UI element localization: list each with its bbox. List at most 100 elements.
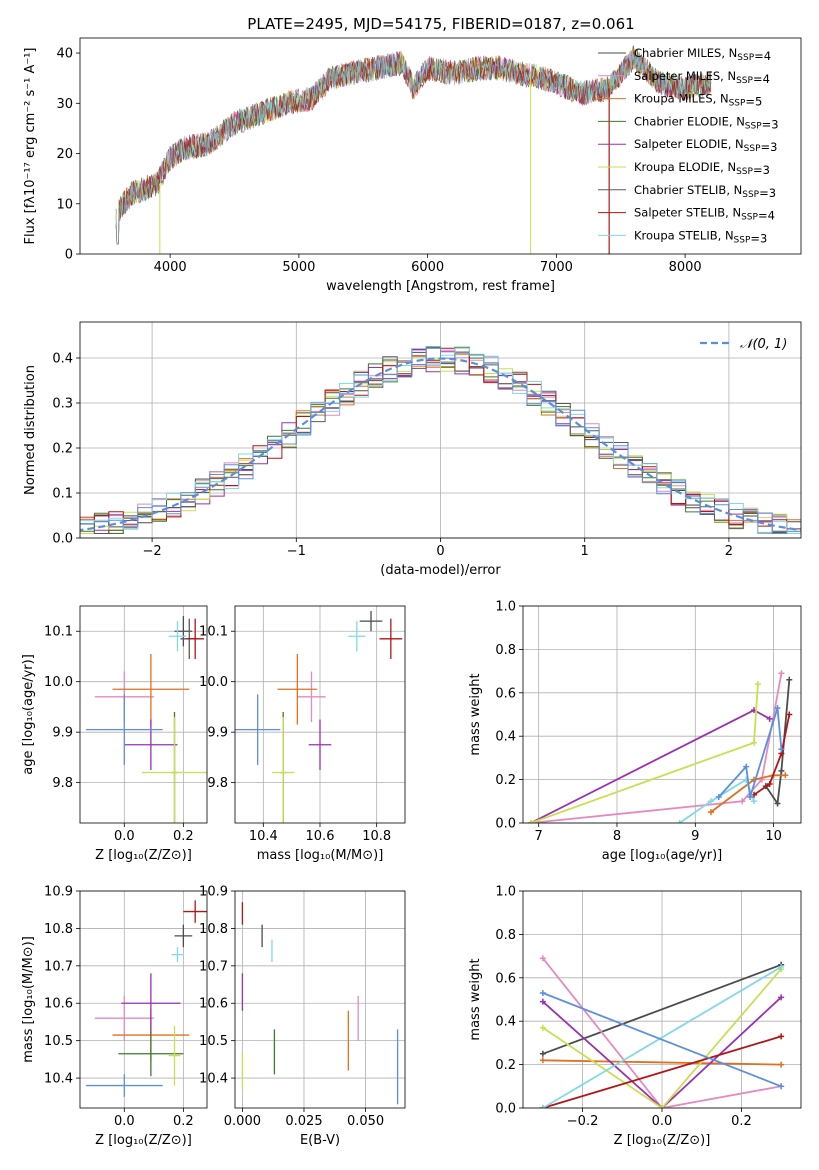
massweight-series [530, 673, 783, 823]
x-tick-label: 0.0 [652, 1114, 673, 1129]
y-tick-label: 10.1 [44, 625, 73, 640]
errorbar-point [85, 694, 163, 765]
legend-label: 𝒩(0, 1) [740, 337, 787, 352]
x-tick-label: 7 [535, 829, 543, 844]
y-tick-label: 10.5 [44, 1034, 73, 1049]
y-tick-label: 0.1 [52, 487, 73, 502]
plus-marker [778, 1033, 785, 1040]
y-tick-label: 10.0 [44, 675, 73, 690]
plot-area-residuals [80, 346, 801, 534]
y-tick-label: 10.9 [44, 885, 73, 900]
y-tick-label: 30 [56, 97, 73, 112]
y-tick-label: 10.7 [44, 959, 73, 974]
errorbar-point [308, 719, 332, 771]
legend-label: Chabrier STELIB, NSSP=3 [634, 183, 776, 200]
plus-marker [539, 989, 546, 996]
y-axis-label: mass [log₁₀(M/M⊙)] [21, 936, 36, 1063]
spectrum-series-line [115, 51, 712, 245]
axes-spectrum: 4000 5000 6000 7000 8000 0 10 20 30 40 wavelength … [23, 37, 802, 294]
plus-marker [774, 800, 781, 807]
y-tick-label: 10.7 [199, 959, 228, 974]
errorbar-point [277, 653, 318, 725]
errorbar-point [174, 924, 193, 948]
y-tick-label: 10.8 [199, 922, 228, 937]
x-tick-label: 2 [725, 544, 733, 559]
legend-label: Kroupa ELODIE, NSSP=3 [634, 160, 770, 177]
y-tick-label: 0.0 [495, 1102, 516, 1117]
plus-marker [754, 681, 761, 688]
plus-marker [539, 998, 546, 1005]
y-tick-label: 0.2 [52, 442, 73, 457]
plus-marker [539, 1057, 546, 1064]
y-tick-label: 0.3 [52, 397, 73, 412]
y-tick-label: 0.4 [52, 352, 73, 367]
massweight-series [542, 992, 782, 1088]
y-tick-label: 10.4 [199, 1072, 228, 1087]
axes-frame [79, 605, 208, 824]
errorbar-point [186, 618, 205, 659]
y-axis-label: Normed distribution [23, 365, 38, 495]
plus-marker [751, 739, 758, 746]
legend-label: Kroupa STELIB, NSSP=3 [634, 228, 767, 245]
plus-marker [539, 955, 546, 962]
axes-massweight_vs_Z: −0.2 0.0 0.2 0.0 0.2 0.4 0.6 0.8 1.0 Z [log₁₀(Z/Z… [468, 885, 802, 1148]
errorbar-point [171, 947, 184, 963]
x-tick-label: 0.0 [114, 829, 135, 844]
x-axis-label: age [log₁₀(age/yr)] [602, 848, 723, 863]
plus-marker [739, 798, 746, 805]
plus-marker [527, 820, 534, 823]
y-tick-label: 10.5 [199, 1034, 228, 1049]
x-tick-label: 5000 [282, 260, 315, 275]
x-tick-label: 0.2 [173, 1114, 194, 1129]
y-tick-label: 0.2 [495, 773, 516, 788]
axes-age_vs_Z: 0.0 0.2 9.8 9.9 10.0 10.1 Z [log₁₀(Z/Z⊙)] age [… [21, 605, 208, 863]
axes-mass_vs_ebv: 0.000 0.025 0.050 10.4 10.5 10.6 10.7 10.8 10.9 E… [199, 885, 406, 1148]
legend-label: Chabrier ELODIE, NSSP=3 [634, 114, 779, 131]
errorbar-point [121, 973, 181, 1034]
x-tick-label: 0.000 [224, 1114, 261, 1129]
y-tick-label: 0.2 [495, 1058, 516, 1073]
y-tick-label: 9.9 [207, 726, 228, 741]
legend-label: Salpeter MILES, NSSP=4 [634, 69, 770, 86]
plus-marker [766, 780, 773, 787]
plus-marker [707, 809, 714, 816]
legend-label: Salpeter ELODIE, NSSP=3 [634, 137, 777, 154]
y-tick-label: 20 [56, 147, 73, 162]
legend-label: Kroupa MILES, NSSP=5 [634, 92, 762, 109]
errorbar-point [235, 694, 281, 765]
y-tick-label: 1.0 [495, 600, 516, 615]
massweight-series [542, 996, 782, 1108]
x-tick-label: 4000 [154, 260, 187, 275]
x-axis-label: Z [log₁₀(Z/Z⊙)] [95, 848, 192, 863]
y-tick-label: 0.4 [495, 730, 516, 745]
y-tick-label: 0.6 [495, 686, 516, 701]
plot-area-mass_vs_Z [85, 900, 207, 1097]
massweight-series [542, 1035, 782, 1108]
axes-age_vs_mass: 10.4 10.6 10.8 9.8 9.9 10.0 10.1 mass [log₁₀(M/… [199, 605, 406, 863]
errorbar-point [112, 653, 190, 725]
plus-marker [778, 746, 785, 753]
x-tick-label: 0.0 [114, 1114, 135, 1129]
x-tick-label: 0.2 [173, 829, 194, 844]
y-tick-label: 0.6 [495, 971, 516, 986]
plus-marker [539, 1105, 546, 1108]
y-axis-label: mass weight [468, 673, 483, 755]
x-axis-label: (data-model)/error [380, 563, 501, 578]
errorbar-point [348, 621, 366, 652]
x-tick-label: 0.050 [347, 1114, 384, 1129]
errorbar-point [124, 719, 178, 771]
y-tick-label: 10 [56, 197, 73, 212]
y-tick-label: 10.4 [44, 1072, 73, 1087]
y-tick-label: 0.8 [495, 643, 516, 658]
y-tick-label: 10.8 [44, 922, 73, 937]
errorbar-point [168, 1025, 181, 1086]
y-tick-label: 9.9 [52, 726, 73, 741]
legend: Chabrier MILES, NSSP=4 Salpeter MILES, NS… [598, 46, 779, 245]
plus-marker [782, 772, 789, 779]
massweight-series [710, 774, 786, 813]
gaussian-curve [80, 357, 801, 532]
plus-marker [774, 704, 781, 711]
plus-marker [659, 1105, 665, 1108]
x-tick-label: 8000 [669, 260, 702, 275]
x-tick-label: −1 [287, 544, 306, 559]
